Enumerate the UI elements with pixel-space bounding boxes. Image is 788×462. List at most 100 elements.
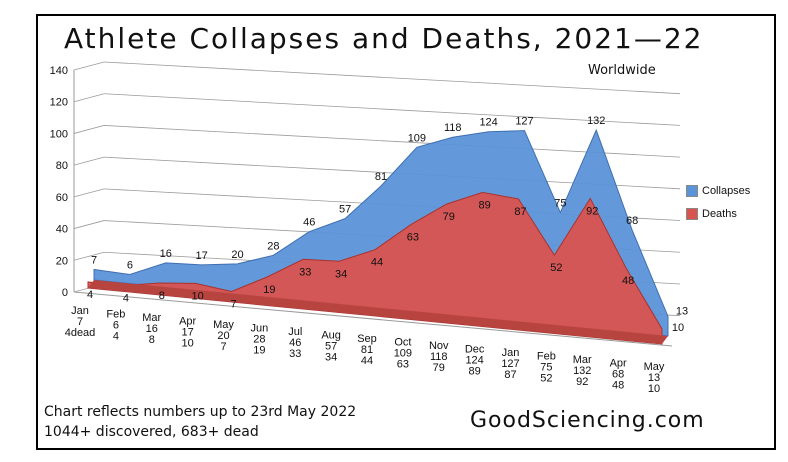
- data-label-collapses: 132: [587, 115, 605, 127]
- data-label-collapses: 28: [267, 240, 279, 252]
- x-axis-line: [73, 291, 673, 347]
- x-tick-label: Feb: [106, 309, 125, 321]
- x-tick-label: Sep: [357, 333, 377, 345]
- data-label-deaths: 10: [192, 290, 204, 302]
- data-label-collapses: 124: [479, 117, 497, 129]
- data-label-deaths: 48: [622, 275, 634, 287]
- y-tick-label: 140: [50, 65, 68, 77]
- x-tick-sublabel: 34: [325, 352, 337, 364]
- data-label-collapses: 57: [339, 204, 351, 216]
- gridline-connector: [73, 188, 105, 198]
- data-label-deaths: 19: [263, 284, 275, 296]
- gridline: [103, 93, 681, 126]
- x-tick-sublabel: 127: [501, 358, 519, 370]
- x-tick-sublabel: 132: [573, 365, 591, 377]
- chart-subtitle: Worldwide: [588, 63, 656, 78]
- x-tick-label: Nov: [429, 340, 449, 352]
- data-label-deaths: 8: [159, 290, 165, 302]
- x-tick-sublabel: 16: [146, 323, 158, 335]
- y-tick-label: 80: [56, 160, 68, 172]
- legend-label-collapses: Collapses: [702, 185, 751, 197]
- x-tick-sublabel: 57: [325, 341, 337, 353]
- x-tick-sublabel: 4dead: [65, 327, 96, 339]
- area-deaths: [87, 191, 663, 345]
- x-tick-sublabel: 63: [397, 359, 409, 371]
- x-tick-label: Jun: [251, 323, 269, 335]
- x-tick-sublabel: 8: [149, 334, 155, 346]
- legend-swatch-deaths: [686, 208, 698, 220]
- x-tick-sublabel: 52: [540, 373, 552, 385]
- x-tick-label: May: [213, 319, 234, 331]
- data-label-deaths: 79: [443, 211, 455, 223]
- gridline-connector: [73, 220, 105, 229]
- y-tick-label: 100: [50, 128, 68, 140]
- data-label-deaths: 4: [87, 289, 93, 301]
- gridline: [103, 61, 681, 95]
- legend-swatch-collapses: [686, 185, 698, 197]
- data-label-collapses: 68: [626, 215, 638, 227]
- y-tick-label: 120: [50, 97, 68, 109]
- x-tick-label: Apr: [179, 316, 196, 328]
- x-tick-sublabel: 17: [182, 327, 194, 339]
- data-label-collapses: 20: [231, 249, 243, 261]
- x-tick-sublabel: 6: [113, 320, 119, 332]
- data-label-deaths: 44: [371, 257, 383, 269]
- x-tick-sublabel: 75: [540, 362, 552, 374]
- data-label-deaths: 87: [514, 206, 526, 218]
- x-tick-sublabel: 48: [612, 380, 624, 392]
- x-tick-sublabel: 28: [253, 334, 265, 346]
- legend-collapses: Collapses: [686, 185, 750, 197]
- gridline-connector: [73, 61, 105, 71]
- chart-title: Athlete Collapses and Deaths, 2021—22: [64, 22, 704, 55]
- x-tick-sublabel: 89: [469, 366, 481, 378]
- x-tick-sublabel: 20: [217, 330, 229, 342]
- data-label-collapses: 6: [127, 259, 133, 271]
- data-label-deaths: 7: [230, 298, 236, 310]
- x-tick-label: May: [644, 361, 665, 373]
- x-tick-sublabel: 33: [289, 348, 301, 360]
- x-tick-label: Oct: [394, 337, 411, 349]
- x-tick-sublabel: 124: [465, 355, 483, 367]
- y-tick-label: 20: [56, 255, 68, 267]
- x-tick-sublabel: 118: [430, 351, 448, 363]
- data-label-deaths: 10: [672, 322, 684, 334]
- x-tick-sublabel: 10: [182, 338, 194, 350]
- legend-deaths: Deaths: [686, 208, 737, 220]
- x-tick-label: Dec: [465, 344, 485, 356]
- x-tick-sublabel: 109: [394, 348, 412, 360]
- data-label-deaths: 4: [123, 292, 129, 304]
- data-label-collapses: 13: [676, 305, 688, 317]
- data-label-collapses: 81: [375, 171, 387, 183]
- x-tick-sublabel: 68: [612, 369, 624, 381]
- y-tick-label: 40: [56, 224, 68, 236]
- x-tick-sublabel: 44: [361, 355, 373, 367]
- data-label-deaths: 34: [335, 268, 347, 280]
- x-tick-sublabel: 79: [433, 362, 445, 374]
- x-tick-label: Jan: [502, 347, 520, 359]
- data-label-collapses: 75: [554, 198, 566, 210]
- x-tick-sublabel: 7: [220, 341, 226, 353]
- x-tick-label: Feb: [537, 351, 556, 363]
- gridline-connector: [73, 93, 105, 103]
- x-tick-label: Jan: [71, 305, 89, 317]
- x-tick-label: Aug: [321, 330, 341, 342]
- x-tick-sublabel: 4: [113, 331, 119, 343]
- gridline: [103, 125, 681, 158]
- data-label-collapses: 46: [303, 217, 315, 229]
- x-tick-sublabel: 81: [361, 344, 373, 356]
- x-tick-sublabel: 46: [289, 337, 301, 349]
- footnote-date: Chart reflects numbers up to 23rd May 20…: [44, 404, 357, 420]
- x-tick-sublabel: 13: [648, 372, 660, 384]
- x-tick-sublabel: 10: [648, 383, 660, 395]
- data-label-deaths: 33: [299, 266, 311, 278]
- data-label-deaths: 92: [586, 205, 598, 217]
- x-tick-label: Mar: [573, 354, 592, 366]
- x-tick-sublabel: 7: [77, 316, 83, 328]
- data-label-deaths: 63: [407, 232, 419, 244]
- data-label-collapses: 118: [444, 122, 462, 134]
- x-tick-sublabel: 19: [253, 345, 265, 357]
- data-label-collapses: 16: [160, 248, 172, 260]
- data-label-deaths: 89: [479, 199, 491, 211]
- footnote-totals: 1044+ discovered, 683+ dead: [44, 424, 259, 440]
